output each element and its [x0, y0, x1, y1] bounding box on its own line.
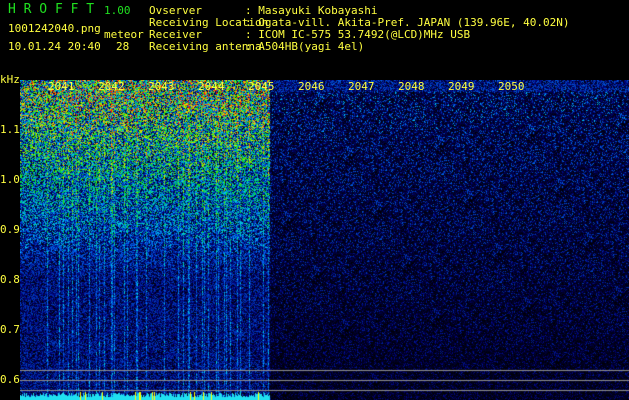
y-tick-label: 0.9 [0, 223, 20, 236]
y-tick-label: 0.8 [0, 273, 20, 286]
info-label: Receiver [149, 28, 202, 41]
y-tick-label: 0.6 [0, 373, 20, 386]
meteor-count: 28 [116, 40, 130, 53]
app-version: 1.00 [104, 4, 131, 17]
info-label: Ovserver [149, 4, 202, 17]
info-label: Receiving Location [149, 16, 269, 29]
x-tick-label: 2050 [498, 80, 525, 93]
x-tick-label: 2044 [198, 80, 225, 93]
x-tick-label: 2043 [148, 80, 175, 93]
meteor-label: meteor [104, 28, 144, 41]
y-unit-label: kHz [0, 73, 20, 86]
info-label: Receiving antenna [149, 40, 262, 53]
y-tick-label: 1.0 [0, 173, 20, 186]
x-tick-label: 2049 [448, 80, 475, 93]
x-tick-label: 2045 [248, 80, 275, 93]
file-datetime: 10.01.24 20:40 [8, 40, 101, 53]
file-name: 1001242040.png [8, 22, 101, 35]
x-tick-label: 2046 [298, 80, 325, 93]
x-tick-label: 2048 [398, 80, 425, 93]
x-tick-label: 2041 [48, 80, 75, 93]
x-tick-label: 2047 [348, 80, 375, 93]
info-value: : A504HB(yagi 4el) [245, 40, 365, 53]
spectrogram [20, 80, 629, 400]
x-tick-label: 2042 [98, 80, 125, 93]
y-tick-label: 1.1 [0, 123, 20, 136]
info-value: : Ogata-vill. Akita-Pref. JAPAN (139.96E… [245, 16, 570, 29]
app-logo: H R O F F T [8, 2, 95, 17]
info-value: : ICOM IC-575 53.7492(@LCD)MHz USB [245, 28, 471, 41]
info-value: : Masayuki Kobayashi [245, 4, 378, 17]
y-tick-label: 0.7 [0, 323, 20, 336]
